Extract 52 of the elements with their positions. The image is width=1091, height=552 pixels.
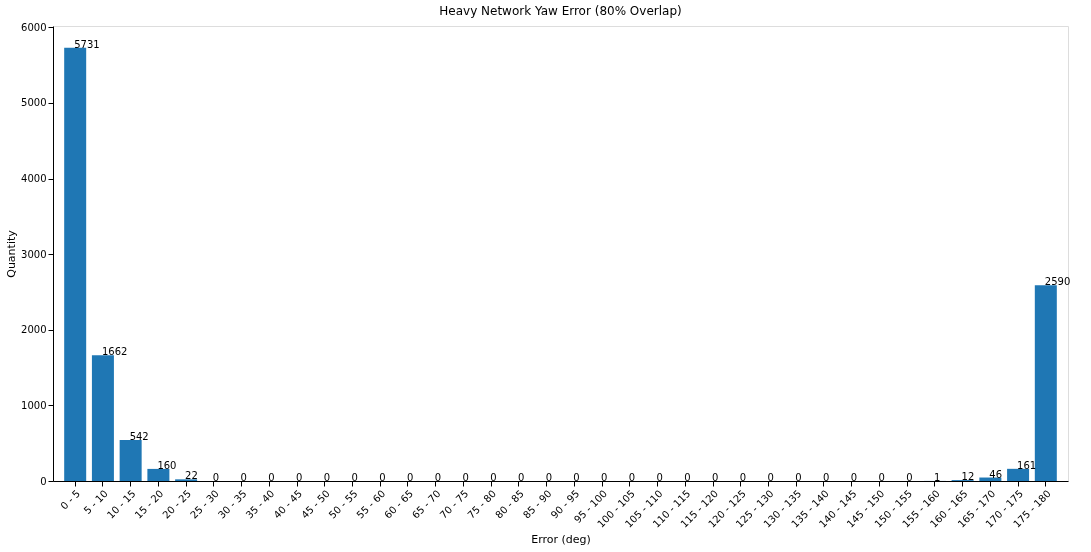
- y-tick-label: 4000: [21, 173, 47, 185]
- data-label: 5731: [74, 38, 100, 50]
- y-axis-title: Quantity: [5, 229, 19, 278]
- data-label: 0: [767, 472, 774, 483]
- data-label: 0: [323, 472, 331, 483]
- data-label: 0: [296, 472, 303, 483]
- data-label: 0: [268, 472, 275, 483]
- data-label: 0: [240, 472, 247, 483]
- data-label: 160: [157, 459, 177, 471]
- data-label: 0: [878, 472, 885, 483]
- y-tick-label: 5000: [21, 97, 47, 109]
- data-label: 0: [406, 472, 414, 483]
- bar: [64, 47, 87, 481]
- data-label: 0: [379, 472, 386, 483]
- data-label: 0: [684, 472, 691, 483]
- data-label: 0: [573, 472, 580, 483]
- data-label: 0: [712, 472, 719, 483]
- data-label: 0: [656, 472, 663, 483]
- bar: [119, 440, 142, 481]
- data-label: 0: [490, 472, 497, 483]
- data-label: 1662: [101, 346, 128, 358]
- data-label: 2590: [1044, 276, 1071, 288]
- y-tick-label: 3000: [21, 248, 47, 260]
- x-tick-label: 0 - 5: [58, 487, 83, 512]
- data-label: 1: [933, 471, 941, 483]
- bar: [91, 355, 114, 481]
- chart-title: Heavy Network Yaw Error (80% Overlap): [439, 4, 682, 19]
- data-label: 0: [601, 472, 608, 483]
- data-label: 0: [906, 472, 913, 483]
- y-tick-label: 6000: [21, 21, 47, 33]
- y-tick-label: 0: [40, 475, 47, 487]
- bar: [147, 468, 170, 481]
- data-label: 22: [185, 470, 198, 482]
- data-label: 46: [989, 468, 1003, 480]
- data-label: 0: [212, 472, 220, 483]
- y-tick-label: 2000: [21, 324, 47, 336]
- data-label: 0: [351, 472, 358, 483]
- data-label: 0: [822, 472, 830, 483]
- bar: [1007, 468, 1030, 481]
- data-label: 542: [129, 431, 149, 443]
- data-label: 0: [462, 472, 469, 483]
- data-label: 0: [517, 472, 525, 483]
- data-label: 0: [434, 472, 442, 483]
- bar: [1034, 285, 1057, 481]
- data-label: 0: [850, 472, 858, 483]
- data-label: 0: [545, 472, 553, 483]
- data-label: 0: [795, 472, 802, 483]
- data-label: 0: [628, 472, 636, 483]
- y-tick-label: 1000: [21, 399, 47, 411]
- data-label: 0: [739, 472, 747, 483]
- data-label: 12: [961, 471, 975, 483]
- x-axis-title: Error (deg): [531, 532, 591, 546]
